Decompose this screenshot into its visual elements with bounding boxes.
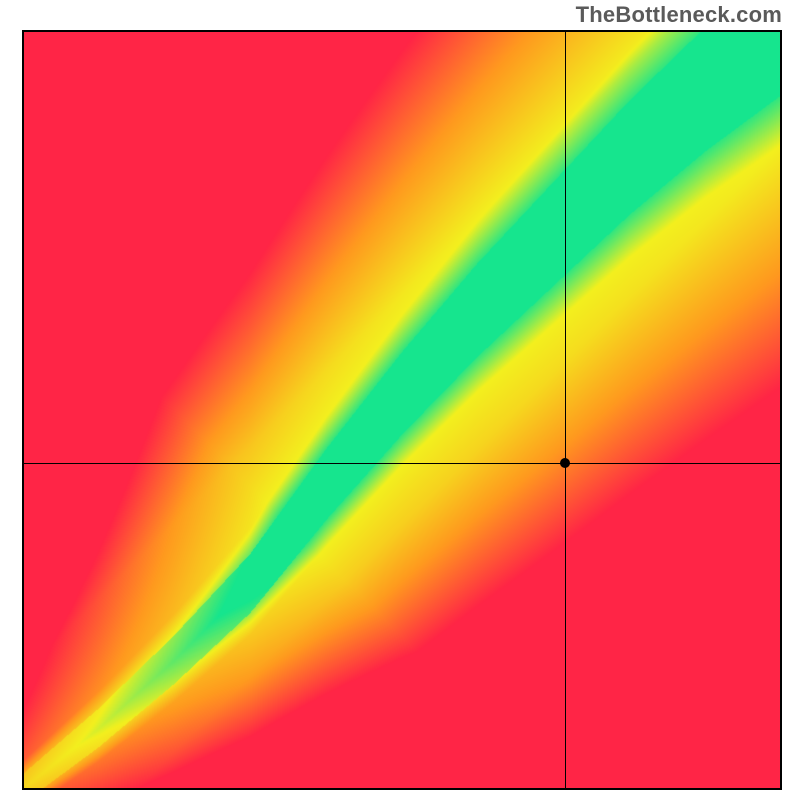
heatmap-plot xyxy=(22,30,782,790)
chart-container: TheBottleneck.com xyxy=(0,0,800,800)
watermark-text: TheBottleneck.com xyxy=(576,2,782,28)
heatmap-canvas xyxy=(22,30,782,790)
